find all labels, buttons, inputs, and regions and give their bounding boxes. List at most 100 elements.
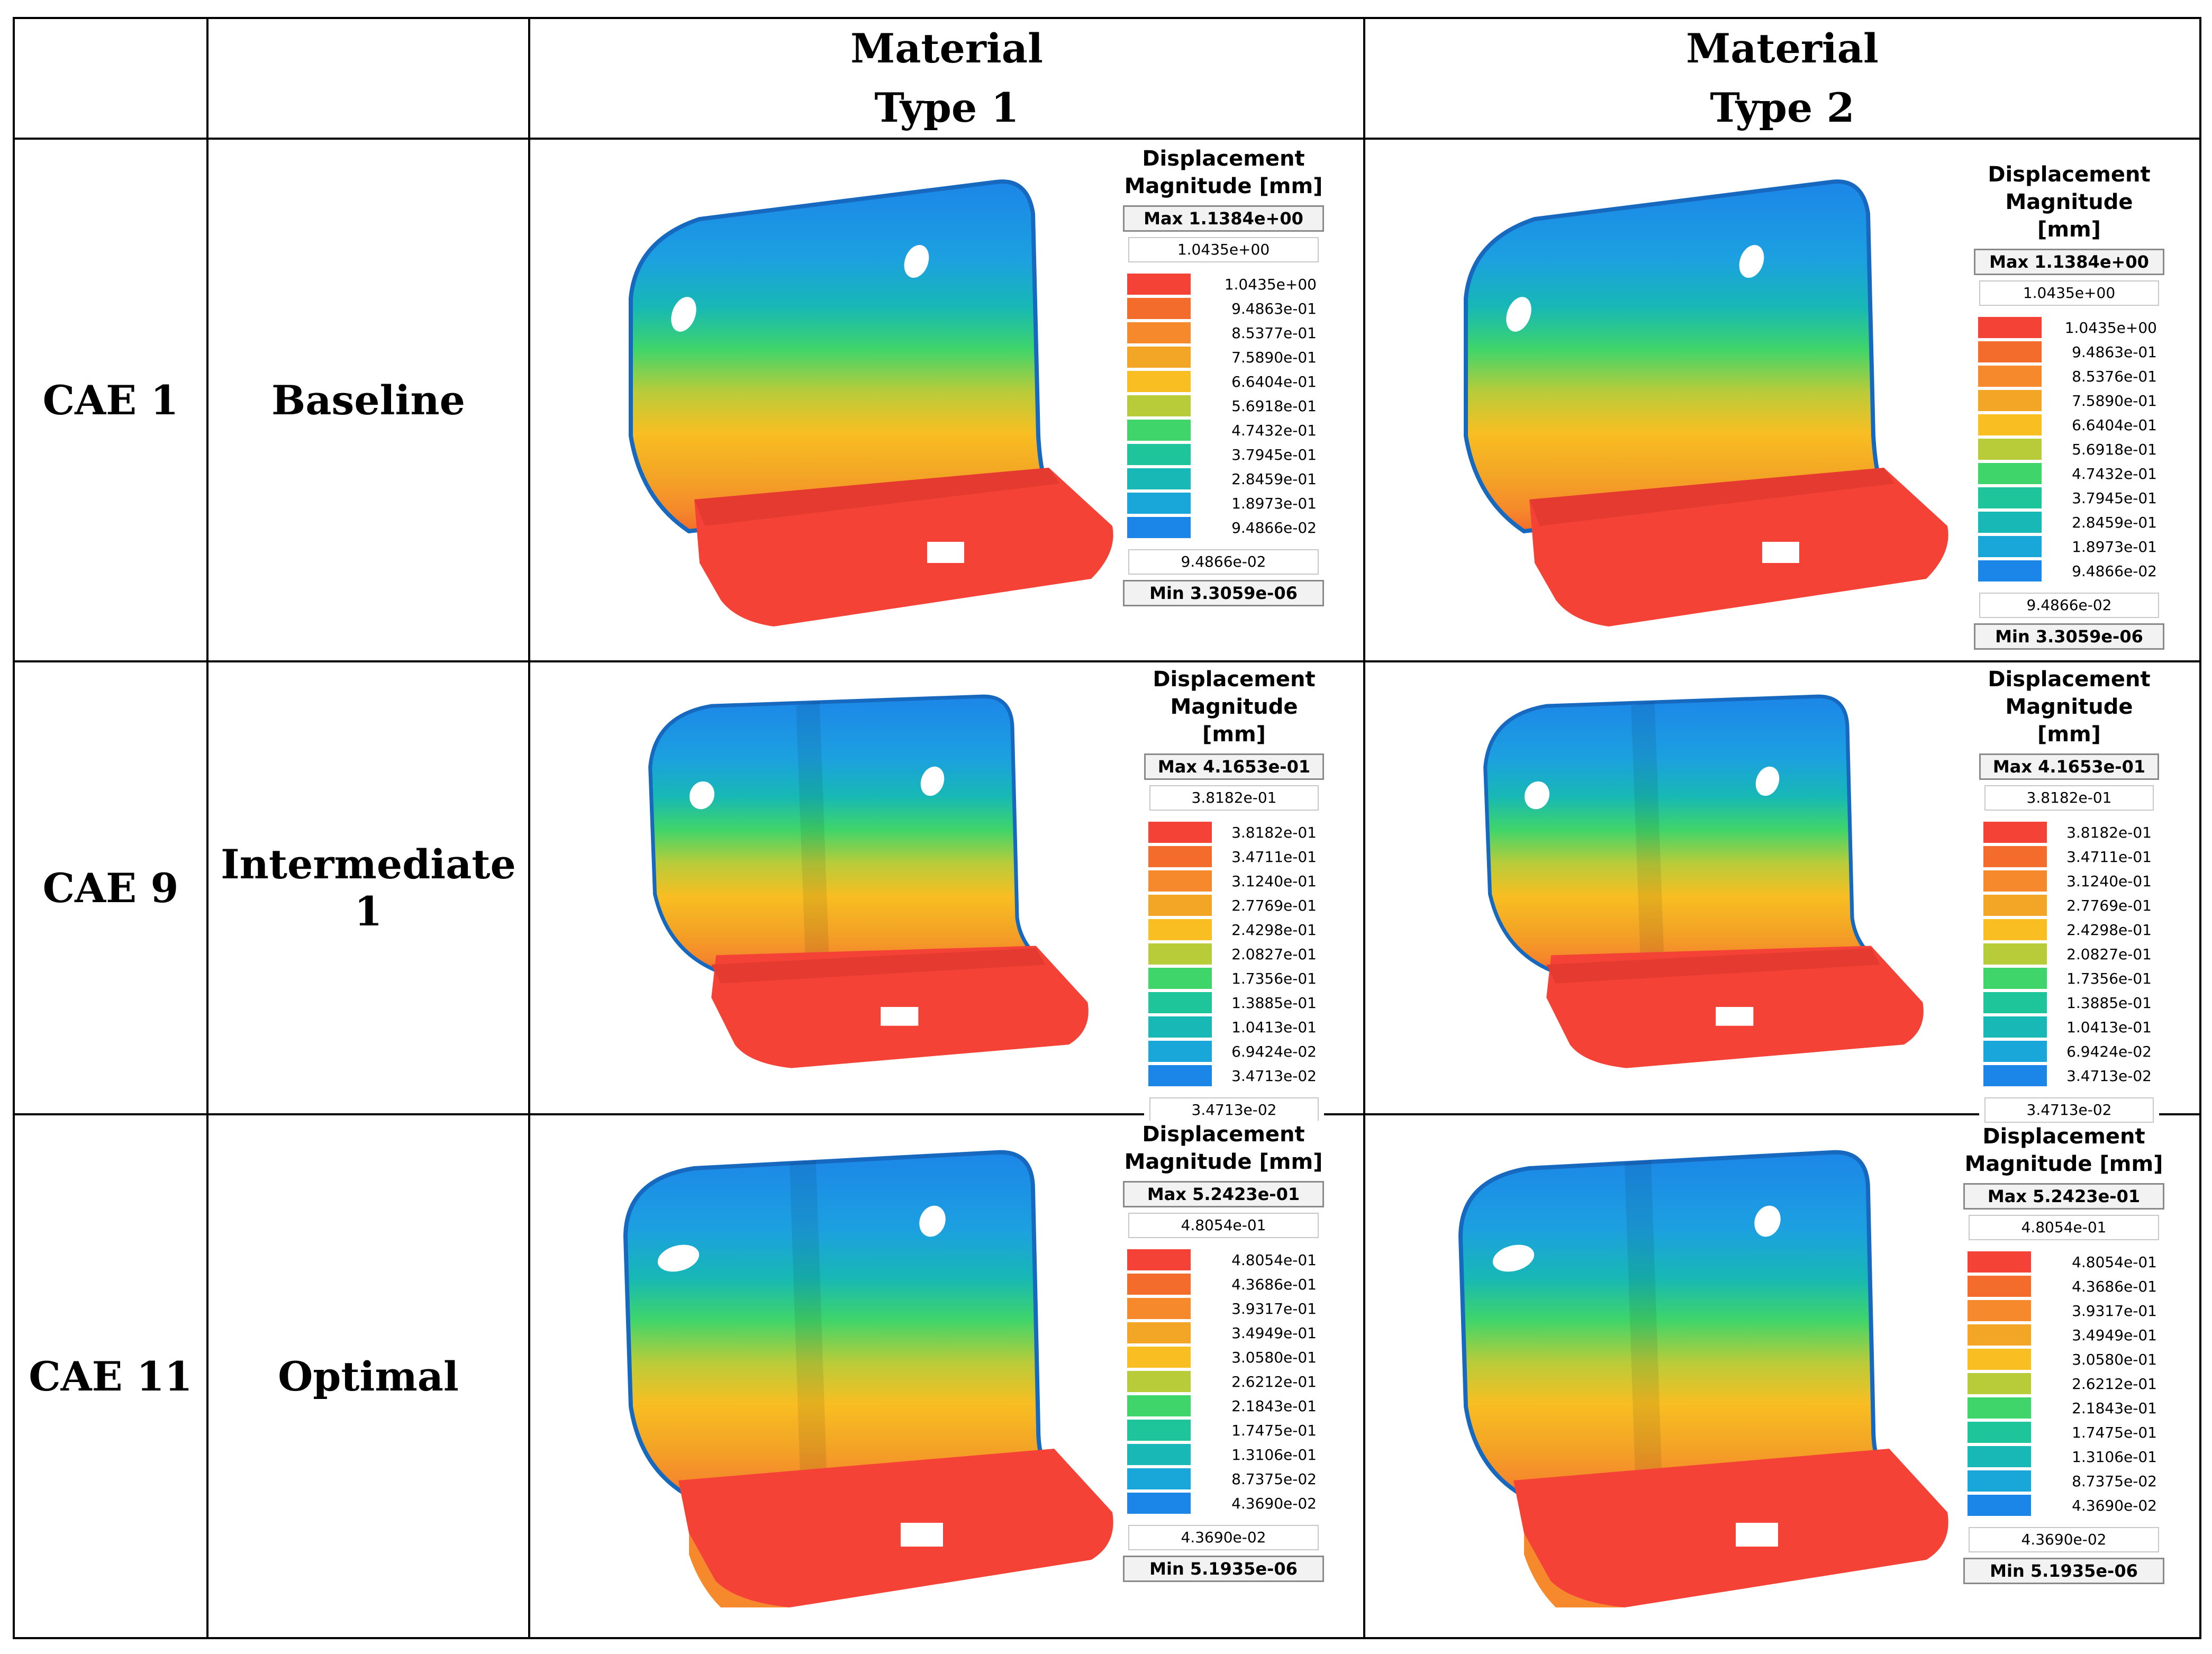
legend-band-value: 3.7945e-01	[1231, 446, 1317, 464]
legend-band-value: 2.8459e-01	[1231, 470, 1317, 488]
legend-title: Magnitude [mm]	[1124, 174, 1323, 198]
result-figure: Displacement Magnitude [mm] Max 1.1384e+00…	[1365, 140, 2199, 660]
cae-id-cell: CAE 11	[13, 1113, 208, 1639]
displacement-legend: Displacement Magnitude [mm] Max 5.2423e-01…	[1963, 1123, 2164, 1589]
legend-scale: 4.8054e-01 4.3686e-01 3.9317e-01 3.4949e-01…	[1963, 1244, 2164, 1523]
result-figure: Displacement Magnitude [mm] Max 1.1384e+00…	[530, 140, 1363, 660]
legend-band-value: 2.6212e-01	[2072, 1375, 2157, 1393]
header-row: Material Type 1 Material Type 2	[13, 17, 2201, 140]
legend-band: 3.1240e-01	[1979, 869, 2159, 893]
displacement-legend: Displacement Magnitude [mm] Max 4.1653e-01…	[1144, 666, 1324, 1160]
legend-band-value: 3.9317e-01	[1231, 1299, 1317, 1317]
legend-swatch	[1148, 919, 1212, 940]
legend-band-value: 2.7769e-01	[2066, 896, 2152, 914]
legend-band-value: 2.0827e-01	[2066, 945, 2152, 963]
displacement-contour-plot	[1397, 673, 1969, 1096]
legend-title: Displacement	[1988, 667, 2151, 692]
table-row: CAE 9 Intermediate 1 Displacement Magnitu…	[13, 660, 2201, 1160]
legend-title: Magnitude [mm]	[1964, 1152, 2163, 1176]
legend-band: 4.8054e-01	[1123, 1248, 1324, 1272]
legend-bottom-value: 4.3690e-02	[1969, 1527, 2159, 1552]
legend-swatch	[1968, 1397, 2031, 1419]
legend-swatch	[1127, 493, 1191, 514]
legend-swatch	[1978, 439, 2042, 460]
legend-band-value: 3.4949e-01	[2072, 1326, 2157, 1344]
legend-band-value: 4.7432e-01	[2072, 465, 2157, 483]
legend-swatch	[1983, 992, 2047, 1013]
legend-band-value: 4.3686e-01	[1231, 1275, 1317, 1293]
results-table: Material Type 1 Material Type 2 CAE 1 Ba…	[13, 17, 2201, 1639]
legend-swatch	[1968, 1349, 2031, 1370]
legend-swatch	[1127, 298, 1191, 319]
legend-swatch	[1983, 1041, 2047, 1062]
legend-title: Magnitude [mm]	[1170, 695, 1298, 747]
legend-swatch	[1127, 347, 1191, 368]
legend-top-value: 4.8054e-01	[1969, 1215, 2159, 1240]
legend-swatch	[1127, 1493, 1191, 1514]
legend-band-value: 3.4711e-01	[2066, 848, 2152, 866]
legend-scale: 3.8182e-01 3.4711e-01 3.1240e-01 2.7769e-01…	[1144, 815, 1324, 1093]
legend-title: Magnitude [mm]	[2005, 695, 2133, 747]
legend-band-value: 3.4711e-01	[1231, 848, 1317, 866]
legend-swatch	[1148, 992, 1212, 1013]
legend-swatch	[1127, 1347, 1191, 1368]
legend-band: 5.6918e-01	[1974, 437, 2164, 461]
legend-band-value: 8.5377e-01	[1231, 324, 1317, 342]
legend-band: 5.6918e-01	[1123, 394, 1324, 418]
legend-scale: 1.0435e+00 9.4863e-01 8.5376e-01 7.5890e-01…	[1974, 310, 2164, 588]
legend-band: 2.1843e-01	[1963, 1396, 2164, 1420]
legend-min: Min 3.3059e-06	[1974, 623, 2164, 650]
legend-swatch	[1978, 536, 2042, 557]
legend-band: 2.0827e-01	[1979, 942, 2159, 966]
legend-band: 4.7432e-01	[1123, 418, 1324, 442]
legend-band-value: 1.0435e+00	[2064, 319, 2157, 337]
legend-band-value: 3.8182e-01	[2066, 823, 2152, 841]
legend-band-value: 4.8054e-01	[2072, 1253, 2157, 1271]
legend-band-value: 1.8973e-01	[1231, 494, 1317, 512]
legend-top-value: 3.8182e-01	[1149, 785, 1319, 811]
legend-swatch	[1127, 468, 1191, 489]
legend-band: 2.8459e-01	[1123, 467, 1324, 491]
legend-band: 3.4711e-01	[1979, 844, 2159, 869]
legend-band: 1.7475e-01	[1963, 1420, 2164, 1444]
legend-band-value: 8.7375e-02	[2072, 1472, 2157, 1490]
displacement-legend: Displacement Magnitude [mm] Max 5.2423e-01…	[1123, 1121, 1324, 1587]
legend-band-value: 2.4298e-01	[2066, 921, 2152, 939]
legend-band-value: 3.7945e-01	[2072, 489, 2157, 507]
legend-title: Displacement	[1982, 1124, 2145, 1149]
result-figure: Displacement Magnitude [mm] Max 5.2423e-01…	[1365, 1115, 2199, 1637]
legend-band-value: 3.4713e-02	[2066, 1067, 2152, 1085]
legend-band: 2.6212e-01	[1963, 1371, 2164, 1396]
legend-swatch	[1978, 512, 2042, 533]
legend-band-value: 9.4866e-02	[1231, 519, 1317, 537]
legend-swatch	[1983, 846, 2047, 867]
legend-swatch	[1127, 1249, 1191, 1270]
legend-band-value: 5.6918e-01	[2072, 440, 2157, 458]
legend-swatch	[1148, 1041, 1212, 1062]
legend-band-value: 3.1240e-01	[1231, 872, 1317, 890]
legend-band: 1.7475e-01	[1123, 1418, 1324, 1442]
legend-band-value: 3.8182e-01	[1231, 823, 1317, 841]
displacement-contour-plot	[1397, 161, 1969, 637]
legend-band-value: 1.3106e-01	[2072, 1448, 2157, 1466]
legend-band: 4.7432e-01	[1974, 461, 2164, 486]
legend-band-value: 6.6404e-01	[2072, 416, 2157, 434]
legend-band-value: 2.1843e-01	[2072, 1399, 2157, 1417]
header-material-type-2: Material Type 2	[1363, 17, 2201, 140]
legend-swatch	[1983, 919, 2047, 940]
design-cell: Intermediate 1	[206, 660, 530, 1115]
legend-top-value: 1.0435e+00	[1979, 280, 2159, 306]
legend-band-value: 4.7432e-01	[1231, 421, 1317, 439]
legend-band: 1.7356e-01	[1979, 966, 2159, 990]
legend-min: Min 3.3059e-06	[1123, 580, 1324, 606]
cae-id-cell: CAE 9	[13, 660, 208, 1115]
legend-band: 1.0435e+00	[1123, 272, 1324, 296]
legend-title: Magnitude [mm]	[2005, 190, 2133, 242]
legend-top-value: 4.8054e-01	[1128, 1213, 1319, 1238]
legend-scale: 4.8054e-01 4.3686e-01 3.9317e-01 3.4949e-01…	[1123, 1242, 1324, 1521]
legend-max: Max 5.2423e-01	[1123, 1181, 1324, 1207]
legend-band: 1.0413e-01	[1979, 1015, 2159, 1039]
legend-band: 2.4298e-01	[1144, 917, 1324, 942]
legend-band-value: 1.7475e-01	[1231, 1421, 1317, 1439]
legend-band: 1.7356e-01	[1144, 966, 1324, 990]
